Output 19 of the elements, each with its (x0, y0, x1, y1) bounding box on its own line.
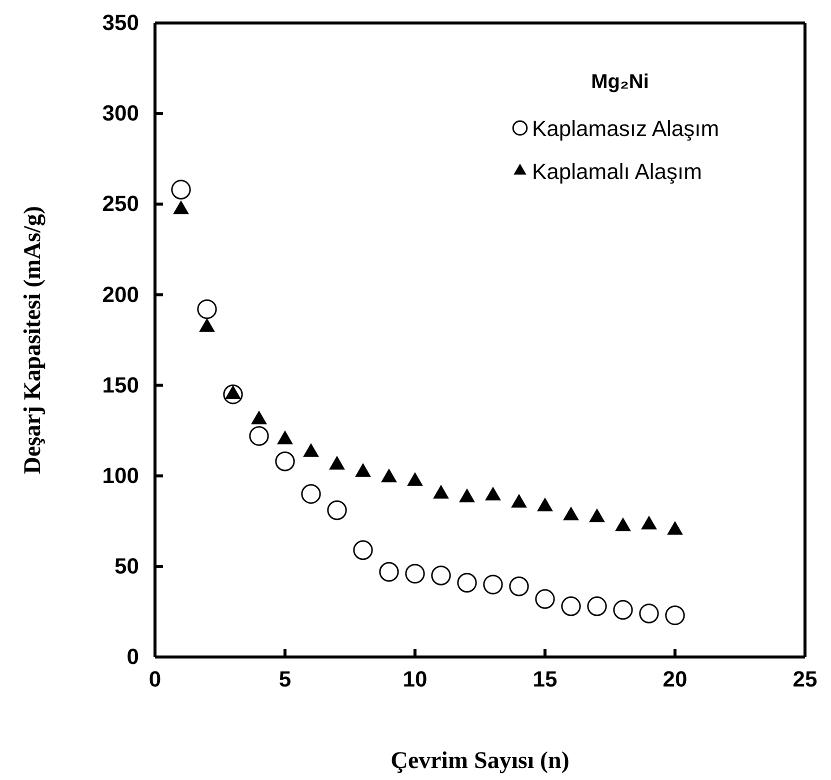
x-tick-label: 25 (792, 666, 818, 692)
y-tick-label: 300 (102, 100, 139, 126)
y-tick-label: 350 (102, 10, 139, 36)
legend-title: Mg₂Ni (591, 71, 649, 93)
x-axis-title: Çevrim Sayısı (n) (390, 748, 570, 774)
y-axis-title: Deşarj Kapasitesi (mAs/g) (20, 206, 46, 474)
x-tick-label: 5 (278, 666, 292, 692)
y-tick-label: 250 (102, 191, 139, 216)
x-tick-label: 10 (402, 666, 428, 692)
y-tick-label: 50 (114, 553, 139, 578)
x-tick-label: 0 (148, 666, 162, 692)
legend-label: Kaplamalı Alaşım (532, 159, 702, 184)
y-tick-label: 150 (102, 372, 139, 398)
legend-label: Kaplamasız Alaşım (532, 116, 720, 141)
y-tick-label: 200 (102, 282, 139, 307)
y-tick-label: 0 (126, 644, 139, 670)
x-tick-label: 20 (662, 666, 688, 692)
x-tick-label: 15 (532, 666, 558, 692)
y-tick-label: 100 (102, 462, 139, 488)
